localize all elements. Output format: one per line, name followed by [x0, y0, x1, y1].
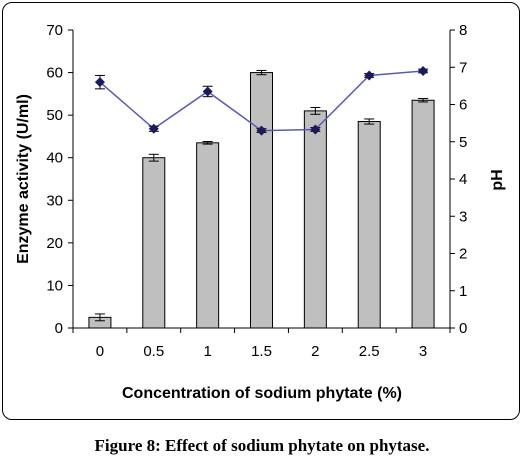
ph-point [418, 65, 429, 76]
bar-line-chart: 0 10 20 30 40 50 60 70 0 1 2 3 4 5 6 7 8 0 0.5 1 1.5 2 2.5 3 Enz… [15, 22, 506, 402]
y2-tick-label: 1 [459, 283, 467, 300]
ph-point [310, 124, 321, 135]
ph-point [364, 70, 375, 81]
ph-point [148, 123, 159, 134]
bar [303, 110, 327, 329]
y-tick-label: 60 [46, 65, 63, 82]
x-tick-label: 2 [311, 343, 319, 360]
y2-tick-label: 8 [459, 22, 467, 39]
y-tick-label: 50 [46, 107, 63, 124]
bar [250, 72, 273, 329]
y-axis-title: Enzyme activity (U/ml) [15, 94, 32, 264]
y-tick-label: 10 [46, 277, 63, 294]
bar [411, 99, 435, 329]
bar [357, 121, 381, 329]
y2-tick-label: 7 [459, 59, 467, 76]
y-tick-label: 0 [55, 320, 63, 337]
y2-tick-label: 3 [459, 208, 467, 225]
x-axis-title: Concentration of sodium phytate (%) [122, 385, 402, 402]
ph-point [256, 125, 267, 136]
y2-tick-label: 6 [459, 97, 467, 114]
y2-tick-label: 2 [459, 246, 467, 263]
y-tick-label: 70 [46, 22, 63, 39]
x-tick-label: 3 [419, 343, 427, 360]
x-tick-label: 2.5 [359, 343, 380, 360]
y-tick-label: 40 [46, 150, 63, 167]
y2-tick-label: 0 [459, 320, 467, 337]
y2-axis-title: pH [489, 169, 506, 190]
y-tick-label: 20 [46, 235, 63, 252]
x-tick-label: 0 [96, 343, 104, 360]
ph-point [94, 77, 105, 88]
x-tick-label: 1.5 [251, 343, 272, 360]
y-tick-label: 30 [46, 192, 63, 209]
bar [196, 142, 220, 329]
y2-tick-label: 4 [459, 171, 467, 188]
y2-tick-label: 5 [459, 134, 467, 151]
ph-point [202, 86, 213, 97]
bar [142, 157, 166, 329]
figure-caption: Figure 8: Effect of sodium phytate on ph… [94, 436, 430, 455]
x-tick-label: 1 [203, 343, 211, 360]
x-tick-label: 0.5 [143, 343, 164, 360]
